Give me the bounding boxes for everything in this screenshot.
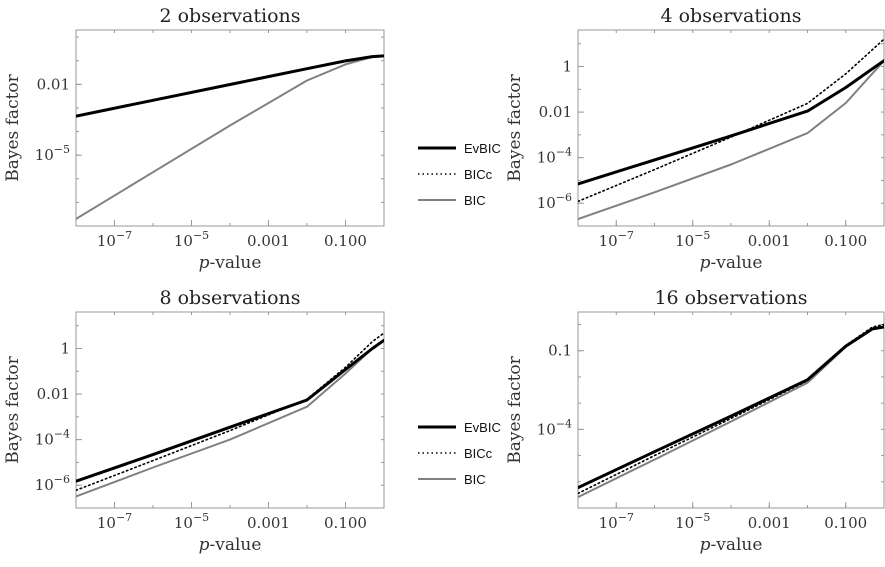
x-tick-label: 10−7 xyxy=(97,229,132,250)
legend: EvBIC BICc BIC xyxy=(418,141,501,208)
y-tick-label: 1 xyxy=(562,58,572,76)
x-tick-label: 10−5 xyxy=(675,229,710,250)
series-line-evbic xyxy=(578,327,884,488)
panel-title: 16 observations xyxy=(654,287,807,309)
panel-title: 8 observations xyxy=(159,287,300,309)
y-tick-label: 0.01 xyxy=(37,75,70,93)
y-tick-label: 10−4 xyxy=(537,146,572,167)
y-axis-label: Bayes factor xyxy=(505,355,525,463)
panel-2: 4 observations 10−7 10−5 0.001 0.100 1 0.01 10−… xyxy=(505,5,884,273)
series-line-bicc xyxy=(578,325,884,494)
x-axis-label: p-value xyxy=(700,535,763,555)
x-tick-label: 0.100 xyxy=(824,232,867,250)
y-axis-label: Bayes factor xyxy=(3,73,23,181)
y-tick-label: 0.01 xyxy=(539,103,572,121)
x-tick-label: 0.100 xyxy=(324,514,367,532)
y-tick-label: 0.1 xyxy=(548,342,572,360)
x-tick-label: 10−5 xyxy=(174,511,209,532)
series-line-bic xyxy=(578,61,884,219)
panel-4: 16 observations 10−7 10−5 0.001 0.100 0.1 10−4… xyxy=(505,287,884,555)
panel-1: 2 observations 10−7 10−5 0.001 0.100 0.01 10−5… xyxy=(3,5,384,273)
x-axis-label: p-value xyxy=(199,253,262,273)
legend-label-evbic: EvBIC xyxy=(464,141,501,156)
x-tick-label: 10−7 xyxy=(599,511,634,532)
x-tick-label: 10−7 xyxy=(599,229,634,250)
y-tick-label: 1 xyxy=(60,340,70,358)
panel-title: 2 observations xyxy=(159,5,300,27)
x-tick-label: 0.100 xyxy=(324,232,367,250)
legend-label-bic: BIC xyxy=(464,193,486,208)
plot-frame xyxy=(578,30,884,226)
x-tick-label: 0.001 xyxy=(748,514,791,532)
y-tick-label: 10−5 xyxy=(35,143,70,164)
legend: EvBIC BICc BIC xyxy=(418,420,501,487)
series-line-evbic xyxy=(76,340,384,481)
y-tick-label: 10−6 xyxy=(35,473,70,494)
legend-label-bic: BIC xyxy=(464,472,486,487)
x-tick-label: 10−5 xyxy=(675,511,710,532)
y-tick-label: 10−4 xyxy=(537,417,572,438)
y-tick-label: 10−6 xyxy=(537,191,572,212)
y-tick-label: 0.01 xyxy=(37,385,70,403)
y-axis-label: Bayes factor xyxy=(3,355,23,463)
panel-3: 8 observations 10−7 10−5 0.001 0.100 1 0.01 10−… xyxy=(3,287,384,555)
series-line-bic xyxy=(76,56,384,219)
legend-label-bicc: BICc xyxy=(464,446,493,461)
y-axis-label: Bayes factor xyxy=(505,73,525,181)
legend-label-evbic: EvBIC xyxy=(464,420,501,435)
x-tick-label: 10−7 xyxy=(97,511,132,532)
x-axis-label: p-value xyxy=(700,253,763,273)
legend-label-bicc: BICc xyxy=(464,167,493,182)
y-tick-label: 10−4 xyxy=(35,428,70,449)
series-line-bicc xyxy=(578,39,884,201)
x-tick-label: 0.001 xyxy=(247,232,290,250)
plot-frame xyxy=(578,312,884,508)
x-tick-label: 10−5 xyxy=(174,229,209,250)
x-tick-label: 0.001 xyxy=(748,232,791,250)
x-axis-label: p-value xyxy=(199,535,262,555)
plot-frame xyxy=(76,30,384,226)
x-tick-label: 0.001 xyxy=(247,514,290,532)
x-tick-label: 0.100 xyxy=(824,514,867,532)
series-line-evbic xyxy=(76,56,384,116)
panel-title: 4 observations xyxy=(660,5,801,27)
